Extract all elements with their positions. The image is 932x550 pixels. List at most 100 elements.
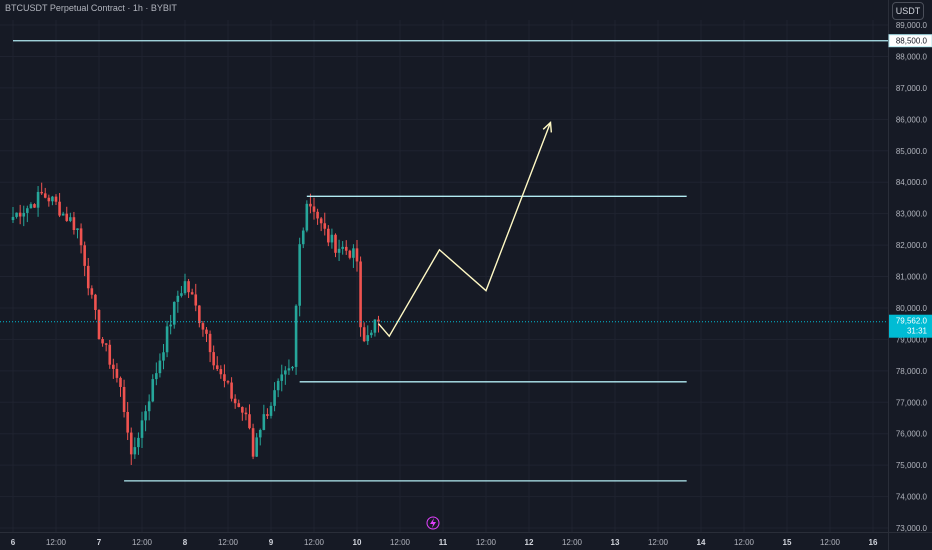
candle-body xyxy=(269,405,273,416)
candle-body xyxy=(219,369,223,375)
time-tick-label: 12:00 xyxy=(820,538,841,547)
candle-body xyxy=(33,204,36,208)
price-tick-label: 74,000.0 xyxy=(896,493,928,502)
price-tick-label: 75,000.0 xyxy=(896,461,928,470)
candle-body xyxy=(309,203,312,207)
candle-body xyxy=(61,213,65,216)
candle-body xyxy=(348,250,352,258)
candle-body xyxy=(133,447,137,455)
candle-body xyxy=(15,212,18,217)
candle-body xyxy=(83,245,86,266)
candle-body xyxy=(79,228,83,246)
candle-body xyxy=(97,309,101,340)
candle-body xyxy=(86,265,90,289)
time-tick-label: 16 xyxy=(869,538,878,547)
time-tick-label: 10 xyxy=(353,538,362,547)
time-tick-label: 12:00 xyxy=(562,538,583,547)
candle-body xyxy=(137,437,140,448)
candle-body xyxy=(230,382,233,399)
price-tick-label: 84,000.0 xyxy=(896,178,928,187)
candle-body xyxy=(198,305,201,324)
candle-body xyxy=(36,191,40,208)
time-tick-label: 12:00 xyxy=(304,538,325,547)
candle-body xyxy=(119,377,122,387)
candle-body xyxy=(241,407,244,413)
candle-body xyxy=(248,414,251,429)
lightning-icon[interactable] xyxy=(426,516,440,530)
candle-body xyxy=(370,332,373,336)
candle-body xyxy=(205,329,208,334)
candle-body xyxy=(273,390,276,406)
time-tick-label: 12:00 xyxy=(218,538,239,547)
candle-body xyxy=(215,365,219,370)
candle-body xyxy=(165,326,169,353)
candle-body xyxy=(172,301,176,325)
candle-body xyxy=(108,344,112,365)
candle-body xyxy=(65,213,69,221)
price-tick-label: 87,000.0 xyxy=(896,84,928,93)
candle-body xyxy=(76,228,79,231)
time-tick-label: 12:00 xyxy=(46,538,67,547)
candle-body xyxy=(26,208,29,213)
candle-body xyxy=(316,211,319,219)
candle-body xyxy=(359,261,362,328)
lightning-icon-glyph xyxy=(430,518,436,528)
candle-body xyxy=(258,429,262,438)
candle-body xyxy=(312,206,316,212)
candle-body xyxy=(190,292,194,295)
time-tick-label: 12 xyxy=(525,538,534,547)
candle-body xyxy=(373,319,377,333)
price-tick-label: 78,000.0 xyxy=(896,367,928,376)
price-tick-label: 82,000.0 xyxy=(896,241,928,250)
candle-body xyxy=(262,414,266,430)
price-tick-label: 77,000.0 xyxy=(896,398,928,407)
candle-body xyxy=(180,293,183,296)
time-tick-label: 9 xyxy=(269,538,274,547)
time-tick-label: 12:00 xyxy=(648,538,669,547)
candle-body xyxy=(129,432,133,455)
candle-body xyxy=(352,248,355,258)
candle-body xyxy=(151,379,155,402)
candle-body xyxy=(94,294,97,310)
candle-body xyxy=(337,248,341,253)
candle-body xyxy=(22,212,26,217)
candle-body xyxy=(58,201,61,216)
time-tick-label: 12:00 xyxy=(132,538,153,547)
candle-body xyxy=(291,366,294,369)
level-price-label-box xyxy=(888,34,932,48)
price-tick-label: 86,000.0 xyxy=(896,115,928,124)
candle-body xyxy=(140,420,144,438)
candle-body xyxy=(266,414,269,416)
time-tick-label: 12:00 xyxy=(734,538,755,547)
price-tick-label: 88,000.0 xyxy=(896,52,928,61)
candle-body xyxy=(362,327,366,342)
level-price-label: 88,500.0 xyxy=(896,37,928,46)
candle-body xyxy=(144,411,147,421)
candle-body xyxy=(47,197,51,202)
candle-body xyxy=(112,364,115,369)
time-tick-label: 11 xyxy=(439,538,448,547)
candle-body xyxy=(280,374,284,381)
price-tick-label: 85,000.0 xyxy=(896,147,928,156)
projection-path[interactable] xyxy=(377,122,552,338)
candle-body xyxy=(43,193,47,198)
candle-body xyxy=(341,246,344,249)
candle-body xyxy=(158,360,162,374)
candle-body xyxy=(223,374,226,382)
candle-body xyxy=(298,244,301,306)
candle-body xyxy=(147,401,151,412)
currency-button[interactable]: USDT xyxy=(892,2,924,20)
candle-body xyxy=(90,288,94,295)
price-tick-label: 81,000.0 xyxy=(896,273,928,282)
candle-body xyxy=(101,339,104,344)
candle-body xyxy=(115,368,119,378)
price-tick-label: 79,000.0 xyxy=(896,335,928,344)
candle-body xyxy=(40,191,43,194)
candle-body xyxy=(11,216,15,221)
time-tick-label: 7 xyxy=(97,538,102,547)
price-tick-label: 73,000.0 xyxy=(896,524,928,533)
projection-arrowhead xyxy=(542,120,553,133)
candle-body xyxy=(162,352,165,361)
